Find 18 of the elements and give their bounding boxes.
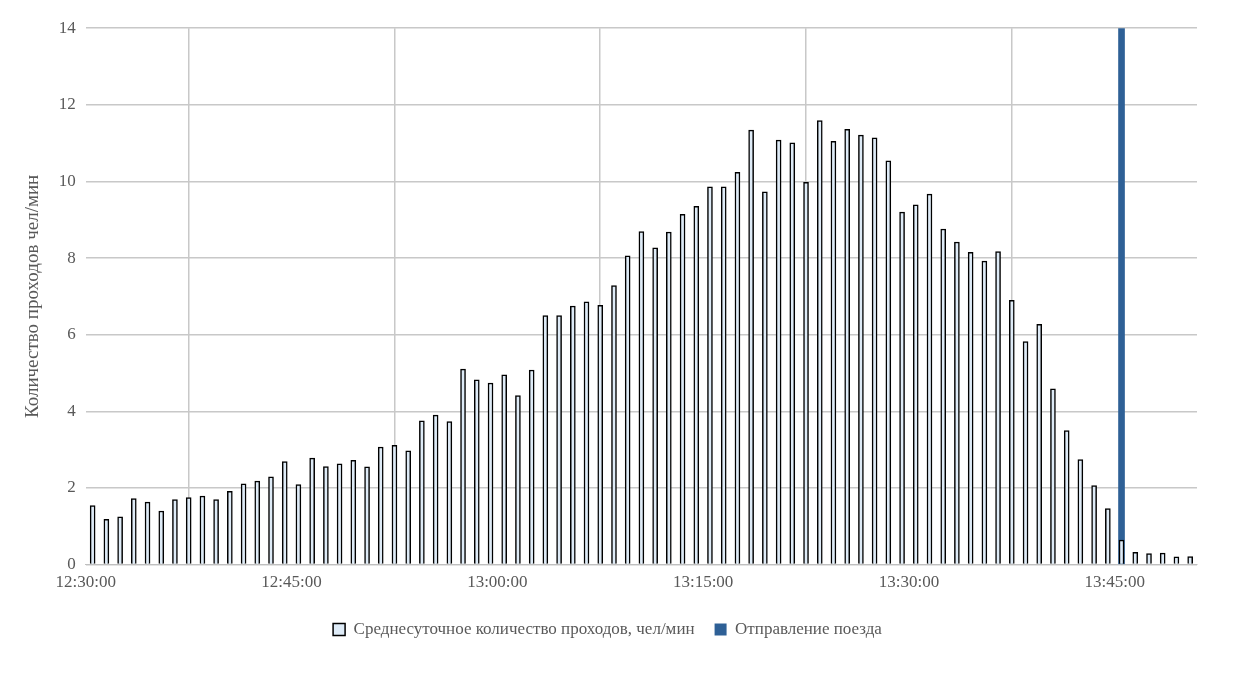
y-tick-label: 8 [67,247,76,267]
x-tick-label: 13:15:00 [672,572,734,592]
x-tick-label: 13:30:00 [878,572,940,592]
x-tick-label: 12:30:00 [55,572,117,592]
y-tick-label: 2 [67,477,76,497]
y-axis-title: Количество проходов чел/мин [21,174,43,419]
bar [1118,28,1125,565]
x-tick-label: 13:00:00 [467,572,528,592]
y-tick-label: 6 [67,324,76,344]
legend-label: Отправление поезда [735,618,883,638]
y-tick-label: 0 [67,554,76,574]
legend-label: Среднесуточное количество проходов, чел/мин [353,618,695,638]
y-tick-label: 10 [58,170,76,190]
y-tick-label: 12 [58,94,76,114]
x-tick-label: 12:45:00 [261,572,322,592]
x-tick-label: 13:45:00 [1084,572,1145,592]
y-tick-label: 14 [58,17,77,37]
y-tick-label: 4 [67,400,77,420]
